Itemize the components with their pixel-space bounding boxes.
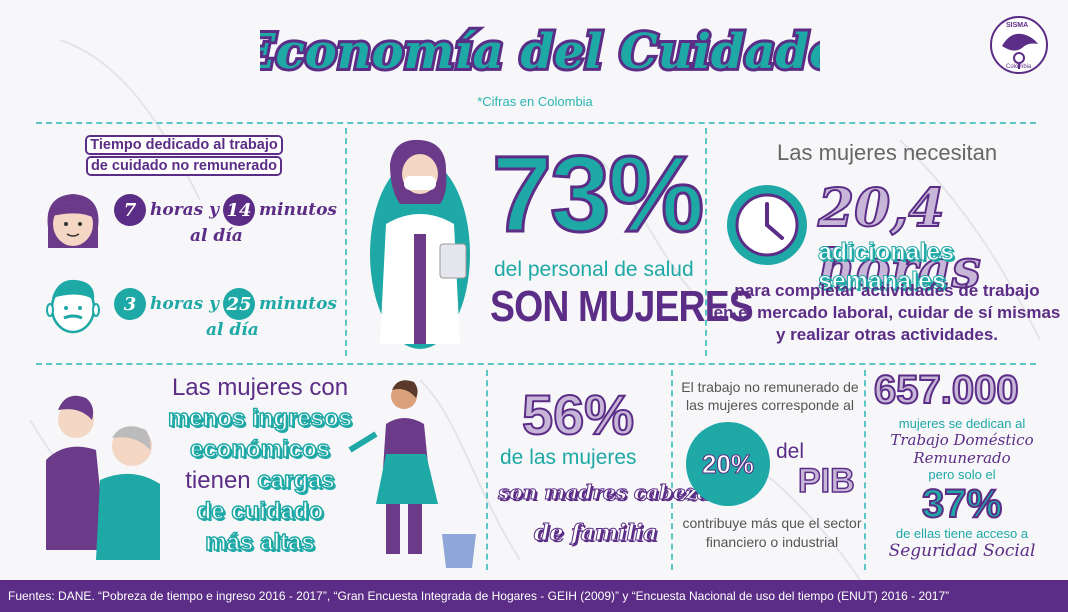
logo-text-bottom: Colombia xyxy=(1006,64,1032,70)
divider-top xyxy=(36,122,1036,124)
domestic-count: 657.000 xyxy=(873,367,1020,413)
gdp-percent-circle: 20% xyxy=(686,422,770,506)
health-line2: SON MUJERES xyxy=(490,282,754,331)
men-minutes: 25 xyxy=(223,288,256,320)
mothers-line3: de familia xyxy=(533,520,658,547)
hours-value: 20,4 horas xyxy=(817,177,982,301)
hours-description: para completar actividades de trabajo en… xyxy=(713,281,1061,344)
divider-v5 xyxy=(864,370,866,570)
women-time-row: 7 horas y 14 minutos xyxy=(114,194,337,226)
doctor-illustration xyxy=(370,139,470,349)
gdp-del: del xyxy=(776,440,805,463)
man-face-icon xyxy=(46,279,100,334)
men-per-day: al día xyxy=(206,320,259,340)
sisma-logo: SISMA Colombia xyxy=(988,14,1050,76)
men-minutes-label: minutos xyxy=(259,294,337,314)
divider-v4 xyxy=(671,370,673,570)
women-minutes: 14 xyxy=(223,194,256,226)
women-minutes-label: minutos xyxy=(259,200,337,220)
care-load-text: Las mujeres con menos ingresos económico… xyxy=(167,374,353,557)
divider-middle xyxy=(36,363,1036,365)
divider-v3 xyxy=(486,370,488,570)
page-title: Economía del Cuidado xyxy=(260,21,820,83)
mothers-percent: 56% xyxy=(521,382,635,447)
women-per-day: al día xyxy=(190,226,243,246)
men-time-row: 3 horas y 25 minutos xyxy=(114,288,337,320)
logo-text-top: SISMA xyxy=(1006,22,1029,29)
svg-text:Economía del Cuidado: Economía del Cuidado xyxy=(260,24,820,80)
domestic-text: mujeres se dedican al Trabajo Doméstico … xyxy=(888,416,1036,561)
men-hours: 3 xyxy=(114,288,146,320)
divider-v1 xyxy=(345,128,347,356)
unpaid-time-heading: Tiempo dedicado al trabajo de cuidado no… xyxy=(66,136,302,175)
health-line1: del personal de salud xyxy=(494,258,694,281)
divider-v2 xyxy=(705,128,707,356)
men-hours-label: horas y xyxy=(150,294,220,314)
footer-sources: Fuentes: DANE. “Pobreza de tiempo e ingr… xyxy=(0,580,1068,612)
gdp-intro: El trabajo no remunerado de las mujeres … xyxy=(681,379,859,413)
gdp-pib: PIB xyxy=(797,461,855,501)
gdp-percent: 20% xyxy=(701,448,755,479)
women-hours: 7 xyxy=(114,194,146,226)
mothers-line2: son madres cabeza xyxy=(498,480,711,505)
cleaning-woman-illustration xyxy=(348,380,476,568)
hours-intro: Las mujeres necesitan xyxy=(777,140,998,165)
women-hours-label: horas y xyxy=(150,200,220,220)
hours-label: adicionales semanales xyxy=(818,238,955,296)
mothers-line1: de las mujeres xyxy=(500,446,637,469)
subtitle: *Cifras en Colombia xyxy=(477,94,593,109)
clock-icon xyxy=(727,185,807,265)
gdp-outro: contribuye más que el sector financiero … xyxy=(682,515,862,550)
health-percent: 73% xyxy=(490,133,705,254)
woman-face-icon xyxy=(47,194,99,248)
caregiver-illustration xyxy=(46,395,160,560)
